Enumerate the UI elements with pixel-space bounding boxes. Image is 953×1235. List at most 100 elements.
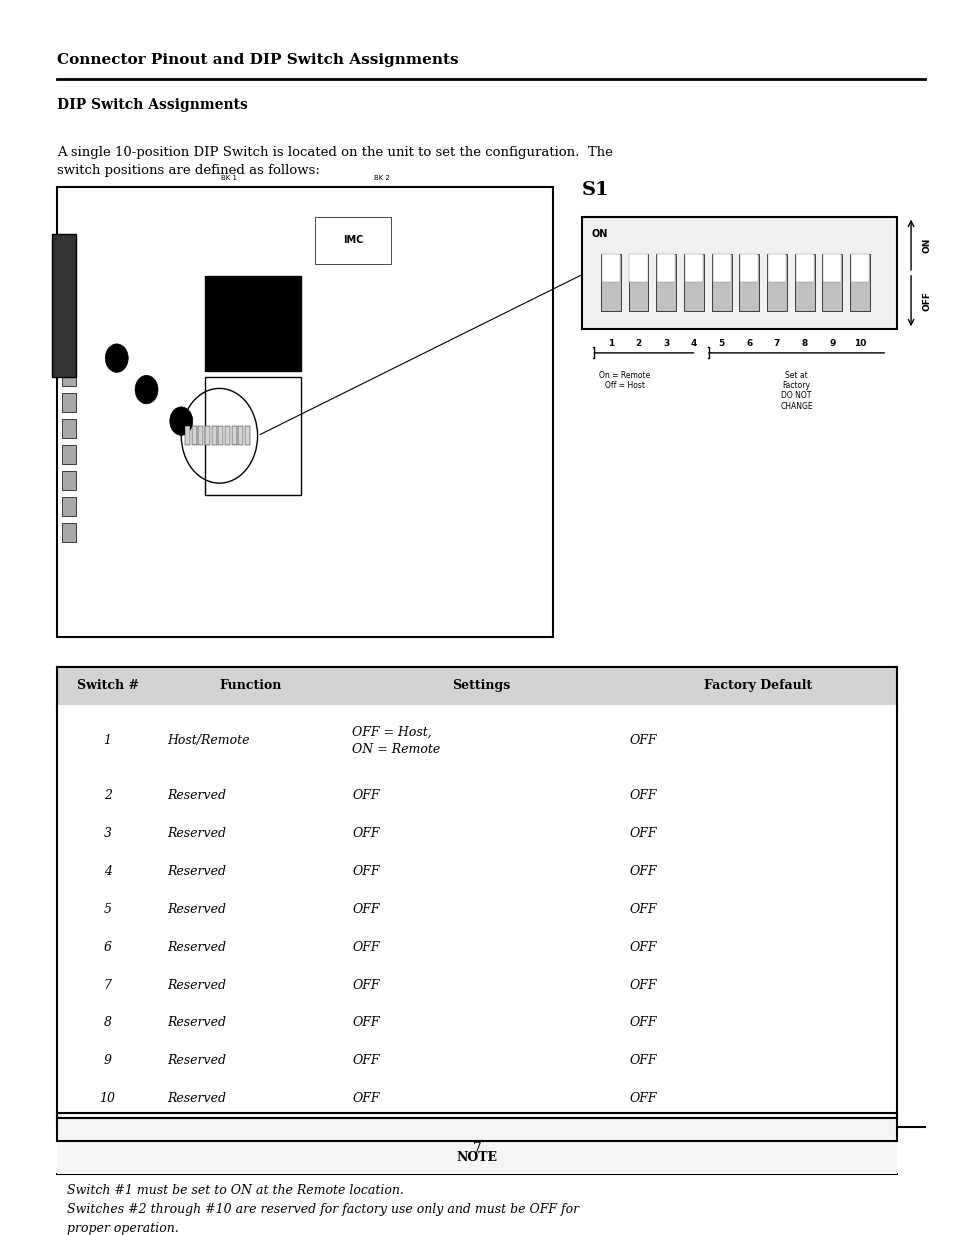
Circle shape: [253, 420, 276, 448]
Bar: [628, 253, 648, 311]
Bar: [205, 377, 300, 495]
Text: Reserved: Reserved: [168, 1092, 226, 1105]
Circle shape: [219, 389, 242, 417]
Bar: [52, 235, 76, 377]
Bar: [212, 426, 216, 446]
Circle shape: [135, 375, 158, 404]
Text: OFF: OFF: [629, 941, 656, 953]
Bar: [712, 254, 730, 282]
Text: OFF: OFF: [352, 1092, 379, 1105]
Bar: [198, 426, 203, 446]
Text: OFF: OFF: [922, 291, 931, 311]
Text: 6: 6: [104, 941, 112, 953]
Bar: [62, 341, 76, 359]
Text: S1: S1: [581, 182, 609, 199]
Text: 6: 6: [745, 338, 752, 348]
Text: Set at
Factory
DO NOT
CHANGE: Set at Factory DO NOT CHANGE: [780, 370, 812, 411]
Bar: [192, 426, 196, 446]
Bar: [822, 254, 841, 282]
Text: Host/Remote: Host/Remote: [168, 734, 250, 747]
Bar: [62, 446, 76, 464]
Text: OFF: OFF: [352, 941, 379, 953]
Text: DIP Switch Assignments: DIP Switch Assignments: [57, 99, 248, 112]
Bar: [57, 1141, 896, 1174]
Text: 3: 3: [104, 827, 112, 840]
Circle shape: [170, 406, 193, 435]
Bar: [62, 419, 76, 438]
Text: OFF: OFF: [629, 827, 656, 840]
Text: Reserved: Reserved: [168, 903, 226, 915]
Bar: [57, 1113, 896, 1174]
Bar: [601, 254, 619, 282]
Bar: [62, 472, 76, 490]
Text: OFF: OFF: [352, 903, 379, 915]
Bar: [57, 705, 896, 777]
Bar: [821, 253, 841, 311]
Bar: [766, 253, 786, 311]
Text: 9: 9: [104, 1055, 112, 1067]
Bar: [767, 254, 785, 282]
Text: 5: 5: [104, 903, 112, 915]
Text: 2: 2: [104, 789, 112, 802]
Bar: [57, 1042, 896, 1079]
Text: OFF: OFF: [352, 978, 379, 992]
Text: Reserved: Reserved: [168, 1016, 226, 1030]
Bar: [62, 498, 76, 516]
Bar: [57, 1079, 896, 1118]
Bar: [185, 426, 190, 446]
Text: OFF: OFF: [629, 1092, 656, 1105]
Bar: [629, 254, 647, 282]
Text: 9: 9: [828, 338, 835, 348]
Bar: [225, 426, 230, 446]
Text: 7: 7: [773, 338, 780, 348]
Text: Reserved: Reserved: [168, 1055, 226, 1067]
Text: OFF = Host,
ON = Remote: OFF = Host, ON = Remote: [352, 726, 440, 756]
Text: 8: 8: [801, 338, 807, 348]
Bar: [57, 1113, 896, 1141]
Bar: [245, 426, 250, 446]
Text: Reserved: Reserved: [168, 941, 226, 953]
Text: BK 1: BK 1: [221, 175, 236, 182]
Bar: [57, 667, 896, 1118]
Text: Reserved: Reserved: [168, 978, 226, 992]
Text: OFF: OFF: [352, 864, 379, 878]
Bar: [57, 929, 896, 966]
Bar: [62, 315, 76, 333]
Text: OFF: OFF: [629, 734, 656, 747]
Bar: [205, 426, 210, 446]
Bar: [711, 253, 731, 311]
Text: OFF: OFF: [352, 1016, 379, 1030]
Bar: [684, 254, 702, 282]
Bar: [62, 237, 76, 256]
Text: 10: 10: [853, 338, 865, 348]
Bar: [794, 253, 814, 311]
Bar: [795, 254, 813, 282]
Text: OFF: OFF: [352, 1055, 379, 1067]
Bar: [683, 253, 703, 311]
Text: Reserved: Reserved: [168, 864, 226, 878]
Bar: [238, 426, 243, 446]
Bar: [57, 667, 896, 705]
Text: Function: Function: [219, 679, 281, 692]
Text: Reserved: Reserved: [168, 827, 226, 840]
Text: On = Remote
Off = Host: On = Remote Off = Host: [598, 370, 650, 390]
FancyBboxPatch shape: [62, 193, 548, 631]
Text: 7: 7: [104, 978, 112, 992]
Bar: [62, 393, 76, 412]
Text: OFF: OFF: [629, 1016, 656, 1030]
Bar: [600, 253, 620, 311]
Bar: [739, 253, 759, 311]
Text: Reserved: Reserved: [168, 789, 226, 802]
Text: IMC: IMC: [342, 236, 363, 246]
Text: ON: ON: [922, 237, 931, 252]
Circle shape: [105, 343, 128, 372]
Text: BK 2: BK 2: [374, 175, 389, 182]
Bar: [57, 777, 896, 815]
Bar: [232, 426, 236, 446]
Text: Factory Default: Factory Default: [703, 679, 812, 692]
Text: NOTE: NOTE: [456, 1151, 497, 1165]
Text: OFF: OFF: [352, 827, 379, 840]
FancyBboxPatch shape: [57, 186, 553, 637]
Text: 2: 2: [635, 338, 641, 348]
Text: OFF: OFF: [629, 978, 656, 992]
